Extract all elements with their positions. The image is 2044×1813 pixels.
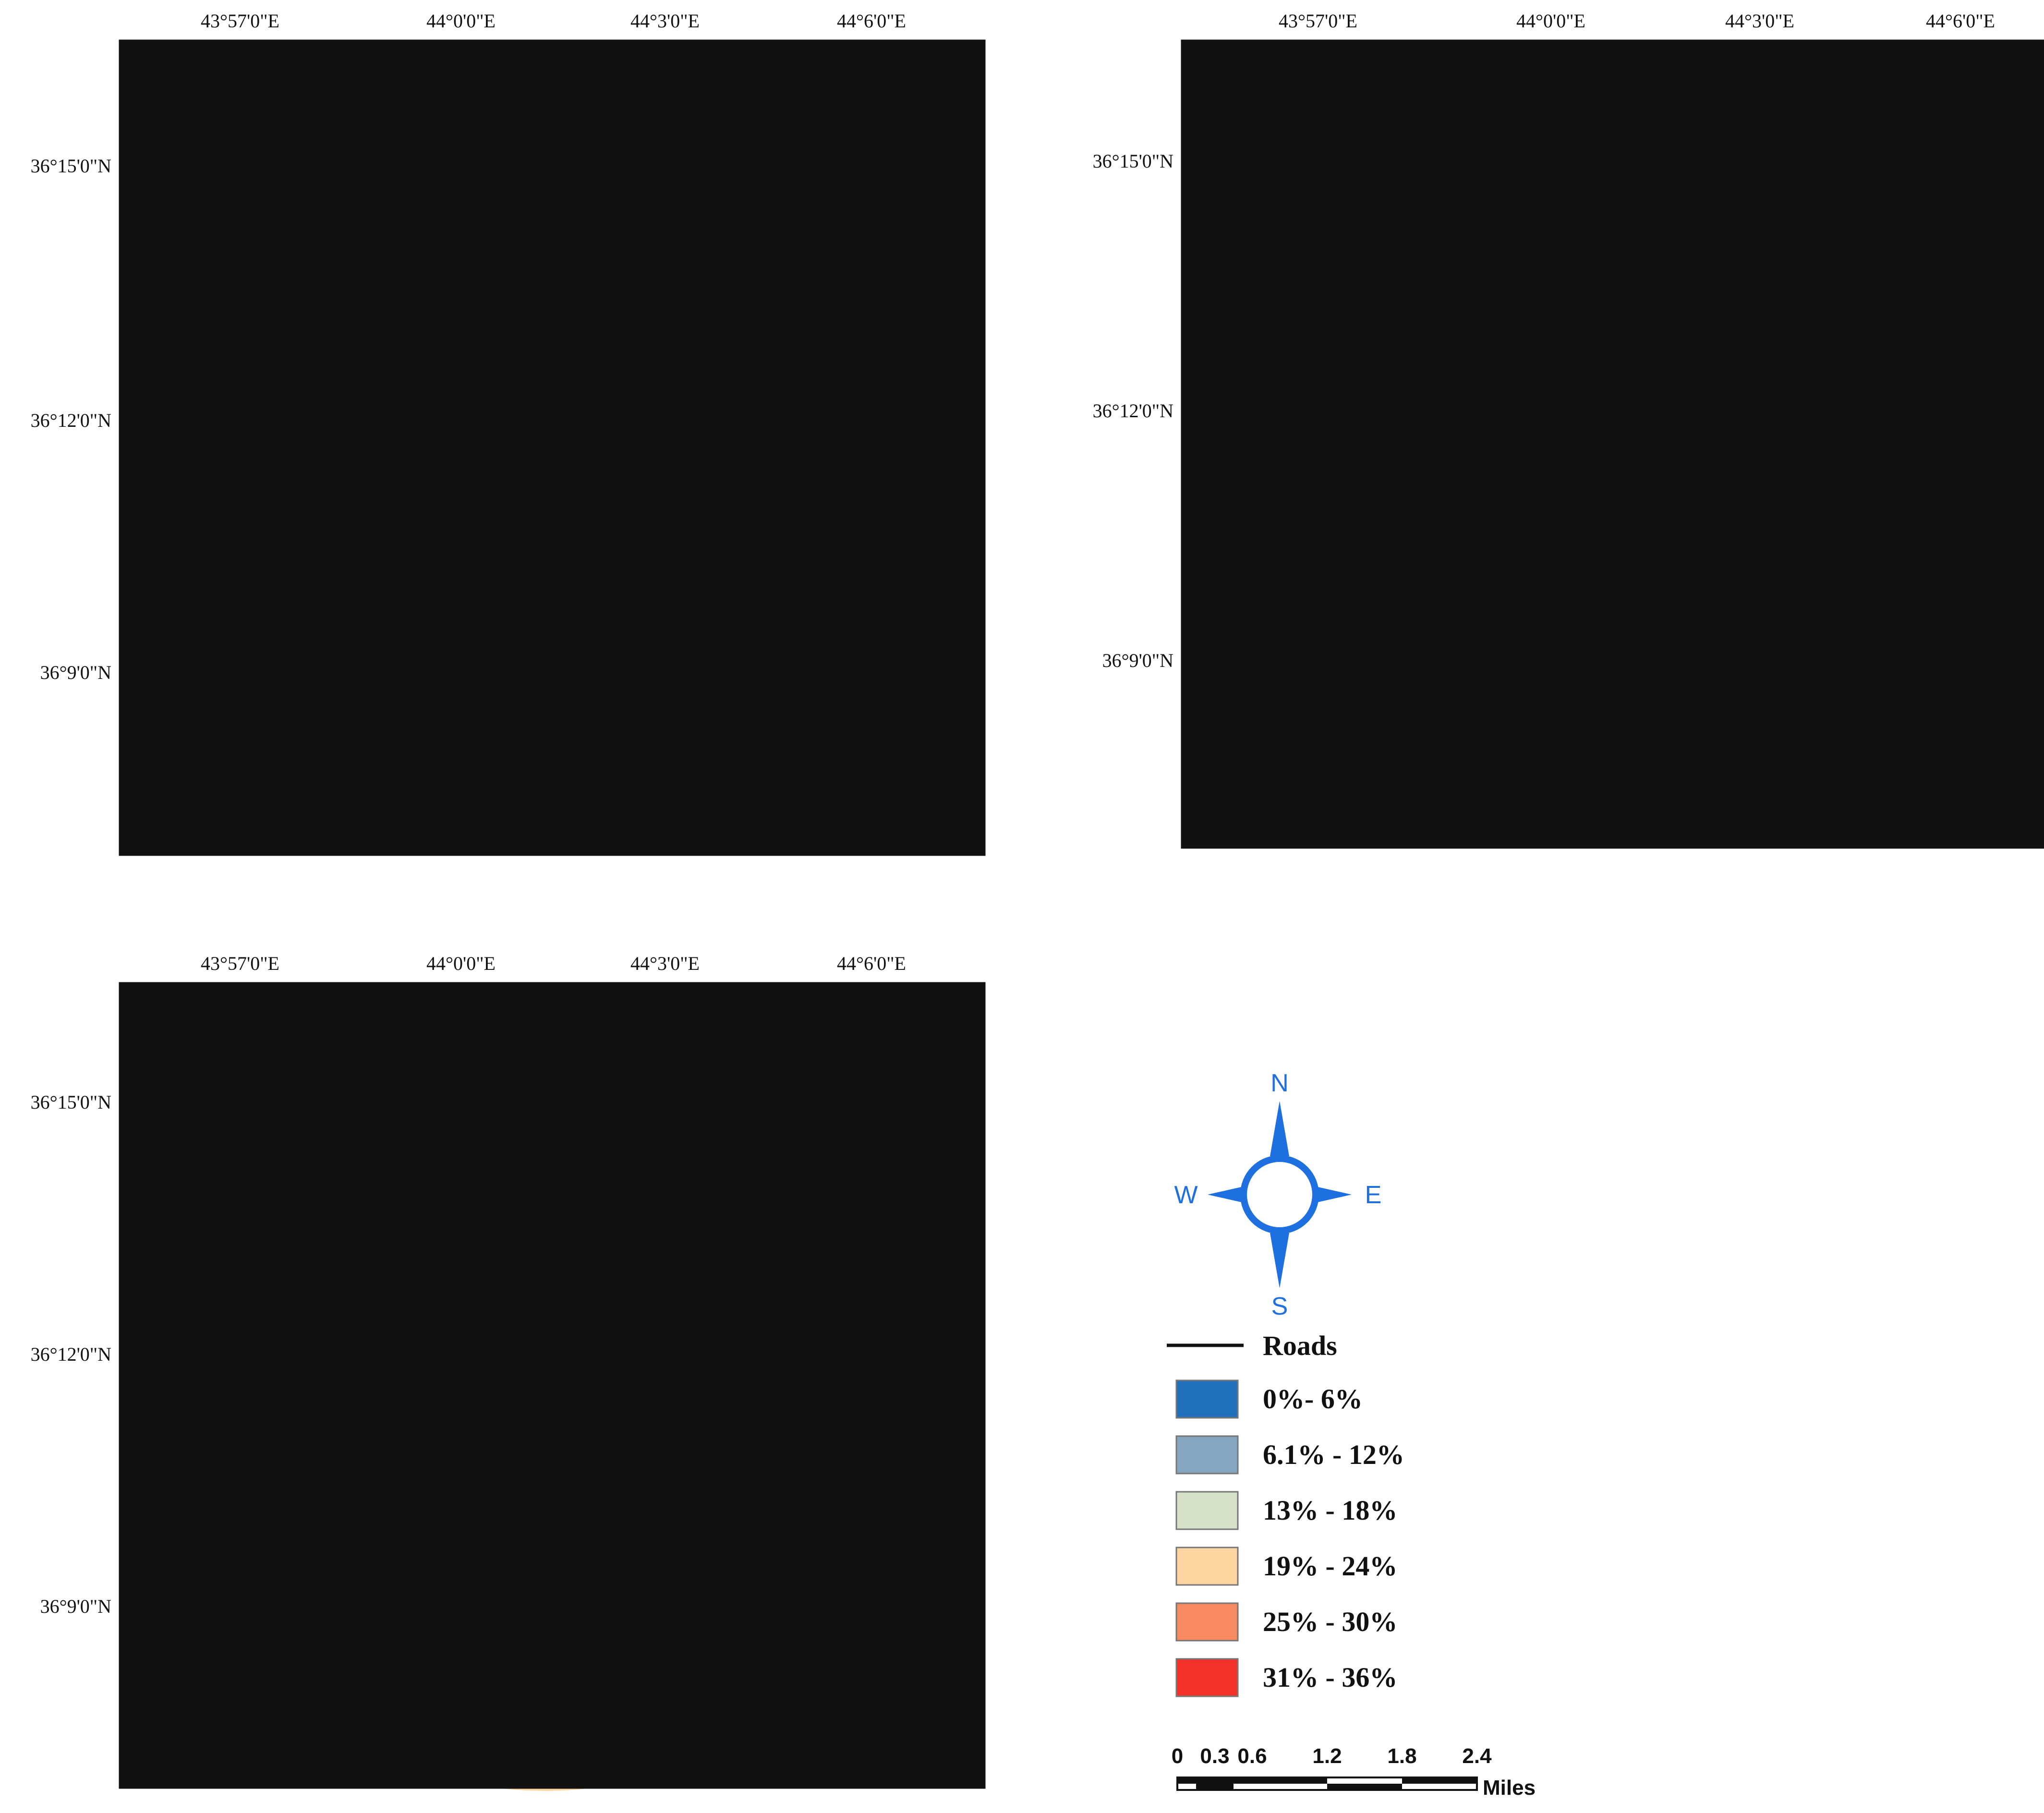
latitude-label: 36°15'0"N bbox=[1093, 150, 1173, 172]
scale-tick-label: 2.4 bbox=[1462, 1744, 1492, 1768]
longitude-label: 44°6'0"E bbox=[837, 953, 906, 974]
compass-letter-e: E bbox=[1365, 1181, 1382, 1209]
scale-tick-label: 1.8 bbox=[1387, 1744, 1416, 1768]
legend-class-label: 25% - 30% bbox=[1263, 1606, 1397, 1637]
scale-bar: 0 0.3 0.6 1.2 1.8 2.4 Miles bbox=[1172, 1744, 1536, 1800]
legend-class-label: 6.1% - 12% bbox=[1263, 1439, 1404, 1470]
latitude-label: 36°12'0"N bbox=[31, 410, 111, 431]
longitude-label: 44°3'0"E bbox=[630, 953, 700, 974]
compass-letter-n: N bbox=[1270, 1069, 1289, 1097]
legend-swatch bbox=[1175, 1491, 1239, 1530]
compass-point-e bbox=[1313, 1186, 1352, 1203]
map-panel-c: c 43°57'0"E 44°0'0"E 44°3'0"E 44°6'0"E 36°15'… bbox=[31, 953, 1019, 1799]
longitude-label: 44°3'0"E bbox=[1725, 10, 1794, 32]
latitude-label: 36°12'0"N bbox=[1093, 400, 1173, 422]
compass-ring bbox=[1240, 1155, 1319, 1234]
compass-letter-w: W bbox=[1174, 1181, 1197, 1209]
longitude-label: 44°6'0"E bbox=[837, 10, 906, 32]
road-network bbox=[124, 74, 1023, 858]
legend: N S E W Roads 0%- 6% 6.1% - 12% 13% - 18% 19% - … bbox=[1167, 1069, 1536, 1800]
compass-point-s bbox=[1270, 1233, 1289, 1288]
panel-label: a bbox=[173, 72, 196, 129]
legend-swatch bbox=[1175, 1547, 1239, 1586]
latitude-label: 36°9'0"N bbox=[40, 1595, 111, 1617]
longitude-label: 43°57'0"E bbox=[1279, 10, 1357, 32]
map-panel-a: a 43°57'0"E 44°0'0"E 44°3'0"E 44°6'0"E 36°15'… bbox=[31, 10, 1023, 858]
scale-segment bbox=[1327, 1784, 1402, 1790]
scale-tick-label: 1.2 bbox=[1312, 1744, 1342, 1768]
scale-tick-label: 0.6 bbox=[1237, 1744, 1267, 1768]
longitude-label: 43°57'0"E bbox=[201, 10, 279, 32]
longitude-label: 44°0'0"E bbox=[426, 10, 496, 32]
scale-segment bbox=[1177, 1777, 1196, 1784]
legend-class-label: 19% - 24% bbox=[1263, 1550, 1397, 1582]
longitude-label: 44°0'0"E bbox=[426, 953, 496, 974]
legend-swatch bbox=[1175, 1658, 1239, 1697]
scale-segment bbox=[1196, 1777, 1234, 1784]
road-network bbox=[109, 1005, 1019, 1799]
map-panel-b: b 43°57'0"E 44°0'0"E 44°3'0"E 44°6'0"E 36°15'… bbox=[1093, 10, 2044, 849]
latitude-label: 36°9'0"N bbox=[40, 662, 111, 683]
longitude-label: 44°3'0"E bbox=[630, 10, 700, 32]
longitude-label: 44°6'0"E bbox=[1926, 10, 1995, 32]
longitude-label: 44°0'0"E bbox=[1516, 10, 1585, 32]
compass-letter-s: S bbox=[1271, 1293, 1288, 1320]
roads-legend-label: Roads bbox=[1263, 1330, 1337, 1361]
scale-segment bbox=[1234, 1777, 1252, 1784]
map-frame bbox=[1181, 39, 2044, 849]
legend-swatch bbox=[1175, 1435, 1239, 1475]
north-arrow: N S E W bbox=[1174, 1069, 1381, 1320]
scale-tick-label: 0 bbox=[1172, 1744, 1183, 1768]
latitude-label: 36°12'0"N bbox=[31, 1343, 111, 1365]
legend-class-label: 0%- 6% bbox=[1263, 1383, 1363, 1414]
map-frame bbox=[119, 39, 986, 856]
latitude-label: 36°15'0"N bbox=[31, 155, 111, 177]
compass-point-w bbox=[1208, 1186, 1246, 1203]
legend-swatch bbox=[1175, 1602, 1239, 1642]
legend-class-label: 31% - 36% bbox=[1263, 1662, 1397, 1693]
panel-label: b bbox=[1235, 72, 1261, 129]
legend-swatch bbox=[1175, 1379, 1239, 1419]
compass-point-n bbox=[1270, 1101, 1289, 1156]
scale-segment bbox=[1196, 1784, 1215, 1790]
scale-unit-label: Miles bbox=[1483, 1776, 1536, 1800]
scale-segment bbox=[1252, 1777, 1327, 1784]
scale-segment bbox=[1215, 1784, 1234, 1790]
latitude-label: 36°15'0"N bbox=[31, 1091, 111, 1113]
map-frame bbox=[119, 982, 986, 1789]
longitude-label: 43°57'0"E bbox=[201, 953, 279, 974]
road-network bbox=[1171, 36, 2044, 829]
panel-label: c bbox=[173, 1015, 196, 1072]
scale-tick-label: 0.3 bbox=[1200, 1744, 1229, 1768]
legend-class-label: 13% - 18% bbox=[1263, 1495, 1397, 1526]
latitude-label: 36°9'0"N bbox=[1102, 650, 1173, 671]
scale-segment bbox=[1402, 1777, 1477, 1784]
